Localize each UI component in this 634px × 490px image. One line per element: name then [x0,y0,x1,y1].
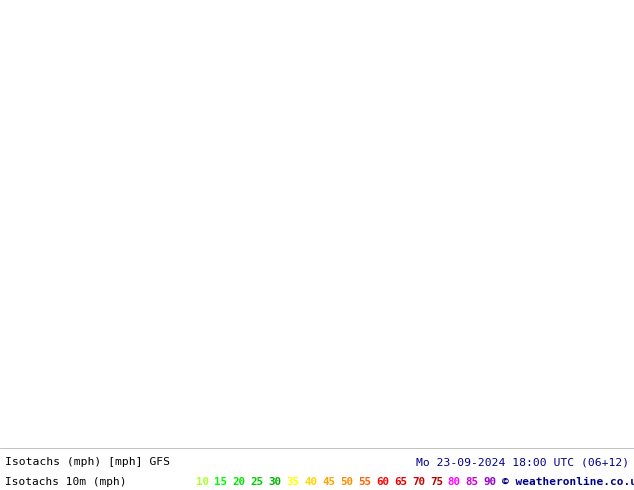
Text: 60: 60 [376,477,389,488]
Text: 90: 90 [484,477,497,488]
Text: 55: 55 [358,477,371,488]
Text: 30: 30 [268,477,281,488]
Text: 70: 70 [412,477,425,488]
Text: 75: 75 [430,477,443,488]
Text: 10: 10 [196,477,209,488]
Text: 25: 25 [250,477,263,488]
Text: Isotachs (mph) [mph] GFS: Isotachs (mph) [mph] GFS [5,457,170,467]
Text: 65: 65 [394,477,407,488]
Text: 45: 45 [322,477,335,488]
Text: 35: 35 [286,477,299,488]
Text: 50: 50 [340,477,353,488]
Text: Mo 23-09-2024 18:00 UTC (06+12): Mo 23-09-2024 18:00 UTC (06+12) [416,457,629,467]
Text: 80: 80 [448,477,461,488]
Text: 40: 40 [304,477,317,488]
Text: 20: 20 [232,477,245,488]
Text: Isotachs 10m (mph): Isotachs 10m (mph) [5,477,127,488]
Text: 15: 15 [214,477,227,488]
Text: © weatheronline.co.uk: © weatheronline.co.uk [502,477,634,488]
Text: 85: 85 [466,477,479,488]
